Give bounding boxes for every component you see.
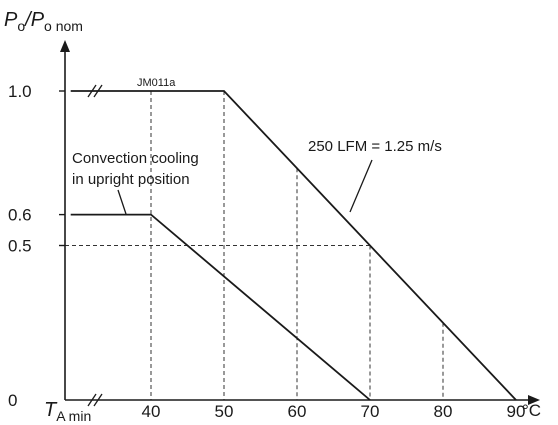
series-lines bbox=[71, 85, 516, 400]
series-line-2 bbox=[71, 215, 370, 400]
y-axis-arrow bbox=[60, 40, 70, 52]
x-tick-label-40: 40 bbox=[142, 402, 161, 421]
y-tick-label-0-6: 0.6 bbox=[8, 206, 32, 225]
x-axis-min-label: TA min bbox=[44, 399, 91, 424]
x-axis-unit: °C bbox=[522, 401, 541, 420]
axes bbox=[59, 40, 540, 406]
x-tick-label-60: 60 bbox=[288, 402, 307, 421]
series-label-forced-air: 250 LFM = 1.25 m/s bbox=[308, 138, 442, 155]
tick-labels: 00.50.61.040 50 60 70 80 90 bbox=[8, 82, 525, 421]
y-axis-label: Po/Po nom bbox=[4, 9, 83, 34]
y-tick-label-1: 1.0 bbox=[8, 82, 32, 101]
x-tick-label-80: 80 bbox=[434, 402, 453, 421]
x-tick-label-50: 50 bbox=[215, 402, 234, 421]
series-label-forced-air-leader bbox=[350, 160, 372, 212]
series-label-convection-line-2: in upright position bbox=[72, 171, 190, 188]
series-label-convection-line-1: Convection cooling bbox=[72, 150, 199, 167]
series-label-convection-leader bbox=[118, 190, 126, 214]
x-tick-label-70: 70 bbox=[361, 402, 380, 421]
y-tick-label-0-5: 0.5 bbox=[8, 237, 32, 256]
figure-id-label: JM011a bbox=[137, 77, 176, 89]
y-tick-label-0: 0 bbox=[8, 391, 17, 410]
